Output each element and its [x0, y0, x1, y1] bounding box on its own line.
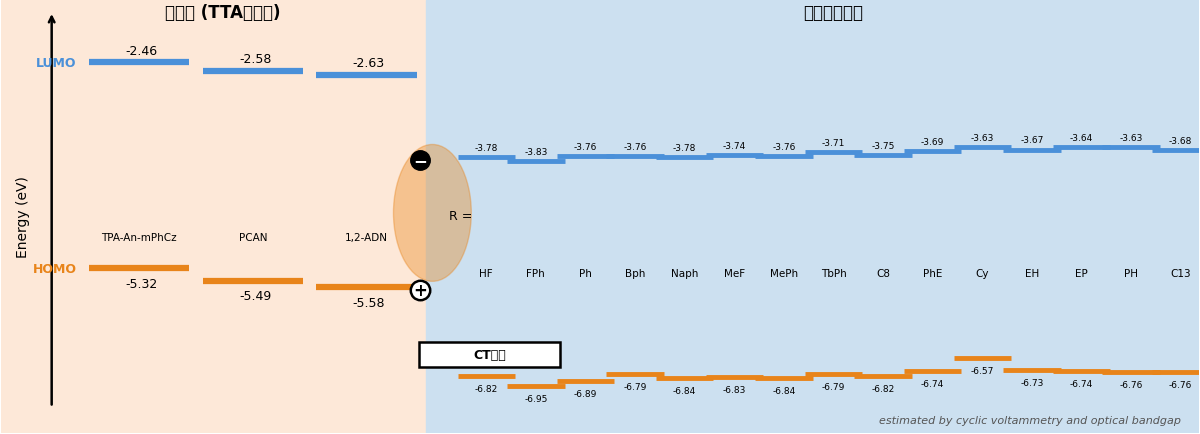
Text: -5.58: -5.58: [353, 296, 385, 309]
Text: -3.64: -3.64: [1070, 134, 1093, 143]
Text: -6.79: -6.79: [822, 382, 845, 391]
Text: LUMO: LUMO: [36, 57, 77, 70]
Text: -3.69: -3.69: [920, 138, 944, 147]
Text: TbPh: TbPh: [821, 269, 846, 279]
FancyBboxPatch shape: [419, 342, 560, 368]
Text: MePh: MePh: [769, 269, 798, 279]
Text: EP: EP: [1075, 269, 1088, 279]
Text: Energy (eV): Energy (eV): [16, 176, 30, 258]
Bar: [426, 1, 1199, 433]
Text: -3.76: -3.76: [772, 143, 796, 151]
Text: -6.83: -6.83: [722, 385, 746, 394]
Text: R =: R =: [449, 209, 472, 222]
Text: PH: PH: [1124, 269, 1138, 279]
Text: ドナー (TTA発光体): ドナー (TTA発光体): [166, 3, 281, 22]
Text: -3.74: -3.74: [722, 141, 746, 150]
Text: -5.49: -5.49: [239, 289, 271, 302]
Text: Naph: Naph: [671, 269, 698, 279]
Text: -3.76: -3.76: [623, 143, 647, 151]
Text: FPh: FPh: [527, 269, 545, 279]
Text: -6.82: -6.82: [475, 385, 498, 394]
Text: -6.95: -6.95: [524, 394, 547, 403]
Text: CT状態: CT状態: [474, 349, 506, 362]
Text: PhE: PhE: [923, 269, 942, 279]
Text: -6.76: -6.76: [1120, 380, 1142, 389]
Text: -3.63: -3.63: [1120, 133, 1142, 142]
Text: -6.57: -6.57: [971, 366, 994, 375]
Text: -3.75: -3.75: [871, 142, 895, 151]
Text: -2.46: -2.46: [126, 44, 157, 57]
Text: -3.63: -3.63: [971, 133, 994, 142]
Text: -6.89: -6.89: [574, 389, 598, 398]
Text: -3.78: -3.78: [474, 144, 498, 153]
Bar: [1, 1, 426, 433]
Text: -3.67: -3.67: [1020, 136, 1044, 145]
Text: -6.84: -6.84: [673, 386, 696, 395]
Text: C13: C13: [1170, 269, 1190, 279]
Text: EH: EH: [1025, 269, 1039, 279]
Text: HOMO: HOMO: [32, 262, 77, 275]
Text: -6.84: -6.84: [773, 386, 796, 395]
Text: Bph: Bph: [625, 269, 646, 279]
Text: Cy: Cy: [976, 269, 989, 279]
Text: TPA-An-mPhCz: TPA-An-mPhCz: [101, 233, 176, 243]
Ellipse shape: [394, 145, 472, 282]
Text: estimated by cyclic voltammetry and optical bandgap: estimated by cyclic voltammetry and opti…: [878, 415, 1181, 425]
Text: -5.32: -5.32: [125, 277, 157, 290]
Text: HF: HF: [480, 269, 493, 279]
Text: +: +: [414, 281, 427, 299]
Text: -3.71: -3.71: [822, 139, 845, 148]
Text: -3.78: -3.78: [673, 144, 696, 153]
Text: Ph: Ph: [580, 269, 592, 279]
Text: -2.58: -2.58: [239, 53, 271, 66]
Text: アクセプター: アクセプター: [804, 3, 864, 22]
Text: −: −: [414, 152, 427, 170]
Text: PCAN: PCAN: [239, 233, 268, 243]
Text: MeF: MeF: [724, 269, 745, 279]
Text: -6.79: -6.79: [623, 382, 647, 391]
Text: -6.76: -6.76: [1169, 380, 1193, 389]
Text: -6.73: -6.73: [1020, 378, 1044, 387]
Text: -3.68: -3.68: [1169, 137, 1193, 146]
Text: 1,2-ADN: 1,2-ADN: [346, 233, 388, 243]
Text: -6.74: -6.74: [1070, 379, 1093, 388]
Text: -6.82: -6.82: [871, 385, 895, 394]
Text: -3.76: -3.76: [574, 143, 598, 151]
Text: -6.74: -6.74: [922, 379, 944, 388]
Text: -2.63: -2.63: [353, 57, 385, 70]
Text: C8: C8: [876, 269, 890, 279]
Text: -3.83: -3.83: [524, 148, 547, 157]
